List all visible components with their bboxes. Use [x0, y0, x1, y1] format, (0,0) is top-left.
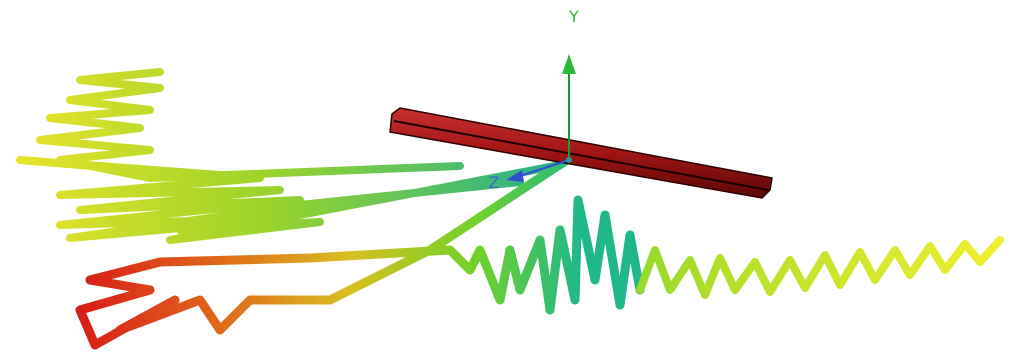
scene: Y Z: [0, 0, 1015, 356]
y-axis-label: Y: [568, 7, 579, 26]
right-tube: [640, 240, 1000, 295]
z-axis-label: Z: [489, 173, 500, 192]
